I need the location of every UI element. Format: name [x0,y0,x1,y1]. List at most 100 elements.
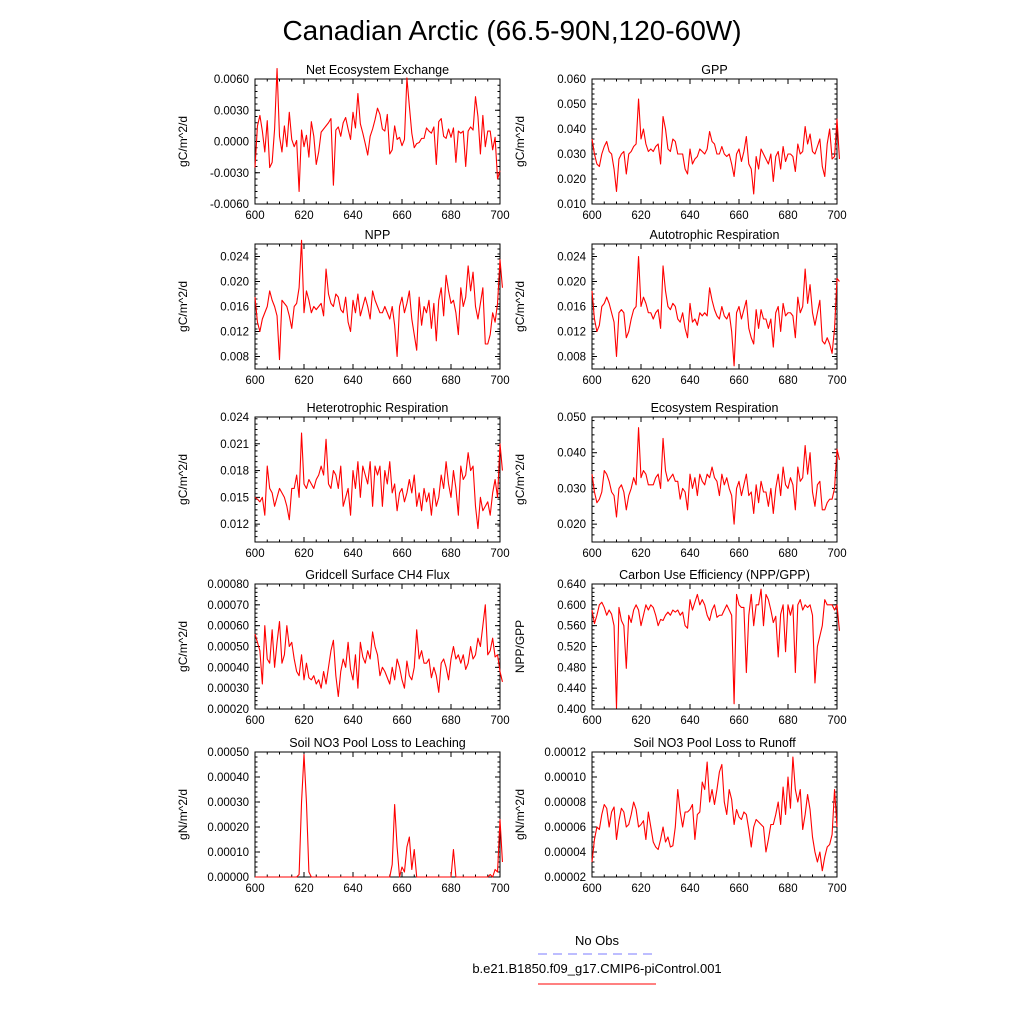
y-tick-label: 0.00070 [207,600,249,612]
y-tick-label: 0.00004 [544,847,586,859]
x-tick-label: 600 [582,715,601,727]
x-tick-label: 660 [729,375,748,387]
y-tick-label: 0.00060 [207,621,249,633]
x-tick-label: 680 [778,715,797,727]
x-tick-label: 640 [343,883,362,895]
plot-frame [591,583,838,710]
y-tick-label: 0.024 [557,252,586,264]
series-line [591,588,840,709]
x-tick-label: 660 [392,715,411,727]
series-line [254,432,503,530]
series-line [255,753,503,878]
y-tick-label: 0.0060 [214,74,249,86]
y-tick-label: 0.015 [220,492,249,504]
y-tick-label: 0.060 [557,74,586,86]
x-tick-label: 660 [392,375,411,387]
plot-frame [254,78,501,205]
y-tick-label: 0.008 [220,352,249,364]
series-line [591,756,838,872]
x-tick-label: 620 [631,883,650,895]
x-tick-label: 680 [441,883,460,895]
x-tick-label: 600 [582,375,601,387]
x-tick-label: 620 [631,548,650,560]
main-title: Canadian Arctic (66.5-90N,120-60W) [282,15,741,46]
legend-label-model: b.e21.B1850.f09_g17.CMIP6-piControl.001 [472,961,721,976]
panel-6: Ecosystem Respiration gC/m^2/d 600 620 640 66… [513,401,847,560]
y-tick-label: 0.0030 [214,105,249,117]
legend-label-obs: No Obs [575,933,620,948]
x-tick-label: 660 [392,548,411,560]
y-tick-label: 0.440 [557,683,586,695]
panel-9: Soil NO3 Pool Loss to Leaching gN/m^2/d 60… [176,736,510,895]
x-tick-label: 660 [729,883,748,895]
x-tick-label: 620 [294,210,313,222]
panel-1: Net Ecosystem Exchange gC/m^2/d 600 620 640 6… [176,63,510,222]
y-tick-label: 0.00010 [544,772,586,784]
x-tick-label: 640 [343,210,362,222]
panel-title: GPP [701,63,727,77]
panels: Net Ecosystem Exchange gC/m^2/d 600 620 640 6… [176,63,847,895]
y-tick-label: 0.00080 [207,579,249,591]
y-axis-label: gN/m^2/d [513,789,527,840]
panel-7: Gridcell Surface CH4 Flux gC/m^2/d 600 620 6… [176,568,510,727]
x-tick-label: 640 [343,715,362,727]
x-tick-label: 700 [490,715,509,727]
y-tick-label: 0.00008 [544,797,586,809]
panel-title: NPP [365,228,391,242]
plot-frame [591,78,838,205]
series-line [591,255,840,367]
panel-10: Soil NO3 Pool Loss to Runoff gN/m^2/d 600 6… [513,736,847,895]
y-tick-label: 0.00040 [207,772,249,784]
panel-title: Soil NO3 Pool Loss to Runoff [633,736,796,750]
x-tick-label: 620 [294,883,313,895]
y-tick-label: 0.00006 [544,822,586,834]
x-tick-label: 600 [582,548,601,560]
y-tick-label: 0.00050 [207,747,249,759]
y-tick-label: 0.050 [557,99,586,111]
panel-3: NPP gC/m^2/d 600 620 640 660 680 700 0.008 0.012 0… [176,228,510,387]
x-tick-label: 620 [294,548,313,560]
x-tick-label: 680 [441,715,460,727]
y-axis-label: gN/m^2/d [176,789,190,840]
y-tick-label: 0.00012 [544,747,586,759]
x-tick-label: 680 [778,210,797,222]
y-tick-label: 0.00000 [207,872,249,884]
y-tick-label: 0.018 [220,466,249,478]
x-tick-label: 600 [582,883,601,895]
x-tick-label: 700 [490,883,509,895]
legend: No Obs b.e21.B1850.f09_g17.CMIP6-piContr… [472,933,722,985]
x-tick-label: 680 [778,375,797,387]
y-tick-label: 0.012 [557,327,586,339]
x-tick-label: 620 [631,715,650,727]
y-tick-label: 0.0000 [214,137,249,149]
x-tick-label: 640 [680,210,699,222]
plot-frame [254,751,501,878]
y-tick-label: 0.00002 [544,872,586,884]
panel-title: Ecosystem Respiration [651,401,779,415]
x-tick-label: 600 [245,210,264,222]
y-tick-label: 0.600 [557,600,586,612]
y-tick-label: 0.012 [220,327,249,339]
y-tick-label: 0.00040 [207,662,249,674]
x-tick-label: 600 [245,883,264,895]
y-tick-label: 0.00020 [207,822,249,834]
panel-title: Heterotrophic Respiration [307,401,449,415]
y-axis-label: gC/m^2/d [176,281,190,332]
x-tick-label: 600 [245,375,264,387]
y-tick-label: 0.024 [220,252,249,264]
y-tick-label: 0.016 [220,302,249,314]
y-axis-label: NPP/GPP [513,620,527,673]
y-tick-label: 0.020 [220,277,249,289]
x-tick-label: 640 [680,375,699,387]
x-tick-label: 600 [582,210,601,222]
x-tick-label: 640 [343,375,362,387]
y-tick-label: 0.030 [557,483,586,495]
x-tick-label: 640 [680,715,699,727]
y-tick-label: 0.00020 [207,704,249,716]
y-tick-label: 0.020 [557,519,586,531]
x-tick-label: 620 [294,375,313,387]
y-tick-label: 0.012 [220,519,249,531]
y-tick-label: 0.050 [557,412,586,424]
x-tick-label: 680 [441,548,460,560]
plot-frame [591,751,838,878]
